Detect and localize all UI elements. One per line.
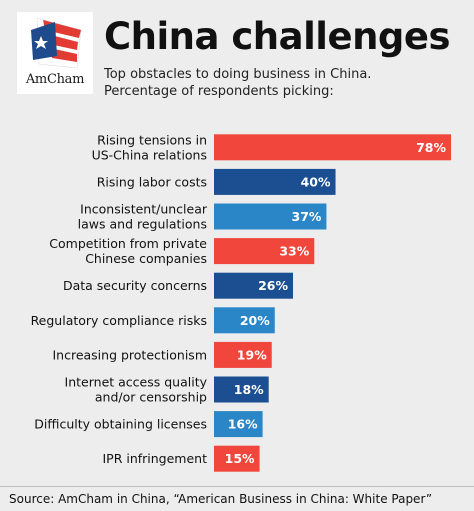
bar-8 (214, 376, 269, 403)
category-label-6: Regulatory compliance risks (31, 313, 207, 328)
subtitle-line-2: Percentage of respondents picking: (104, 84, 334, 99)
chart-title: China challenges (104, 15, 451, 58)
bar-1 (214, 134, 451, 161)
logo-text: AmCham (25, 72, 85, 87)
value-label-2: 40% (301, 174, 331, 189)
category-label-line: Regulatory compliance risks (31, 313, 207, 328)
category-label-5: Data security concerns (63, 278, 207, 293)
category-label-line: Rising labor costs (97, 174, 207, 189)
bar-4 (214, 238, 315, 265)
category-label-line: Data security concerns (63, 278, 207, 293)
bar-6 (214, 307, 275, 334)
bar-10 (214, 445, 260, 472)
source-note: Source: AmCham in China, “American Busin… (0, 486, 474, 511)
flag-emblem-icon (31, 17, 82, 69)
category-label-line: Rising tensions in (97, 132, 207, 147)
chart-subtitle: Top obstacles to doing business in China… (104, 66, 371, 100)
category-label-7: Increasing protectionism (52, 347, 207, 362)
bar-9 (214, 411, 263, 438)
category-label-9: Difficulty obtaining licenses (34, 417, 207, 432)
category-label-line: IPR infringement (102, 451, 207, 466)
category-label-8: Internet access quality and/or censorship (65, 375, 208, 405)
category-label-2: Rising labor costs (97, 174, 207, 189)
category-label-line: Internet access quality (65, 375, 208, 390)
category-label-line: and/or censorship (95, 390, 207, 405)
value-label-1: 78% (416, 140, 446, 155)
category-label-1: Rising tensions in US-China relations (92, 132, 207, 162)
value-label-6: 20% (240, 313, 270, 328)
value-label-7: 19% (237, 347, 267, 362)
category-label-line: Inconsistent/unclear (80, 202, 208, 217)
category-label-line: Increasing protectionism (52, 347, 207, 362)
category-label-line: Chinese companies (85, 251, 207, 266)
amcham-logo: AmCham (17, 12, 93, 94)
category-label-10: IPR infringement (102, 451, 207, 466)
value-label-10: 15% (225, 451, 255, 466)
category-label-line: Competition from private (49, 236, 207, 251)
bar-5 (214, 272, 293, 299)
category-label-line: Difficulty obtaining licenses (34, 417, 207, 432)
category-label-4: Competition from private Chinese companie… (49, 236, 207, 266)
category-label-line: laws and regulations (78, 217, 207, 232)
subtitle-line-1: Top obstacles to doing business in China… (104, 67, 372, 82)
bar-3 (214, 203, 327, 230)
bar-7 (214, 341, 272, 368)
bar-2 (214, 168, 336, 195)
category-label-line: US-China relations (92, 147, 207, 162)
value-label-9: 16% (228, 417, 258, 432)
category-label-3: Inconsistent/unclear laws and regulations (78, 202, 208, 232)
value-label-4: 33% (279, 244, 309, 259)
bar-chart: 78% Rising tensions in US-China relations 4… (31, 132, 451, 472)
value-label-8: 18% (234, 382, 264, 397)
value-label-5: 26% (258, 278, 288, 293)
value-label-3: 37% (292, 209, 322, 224)
